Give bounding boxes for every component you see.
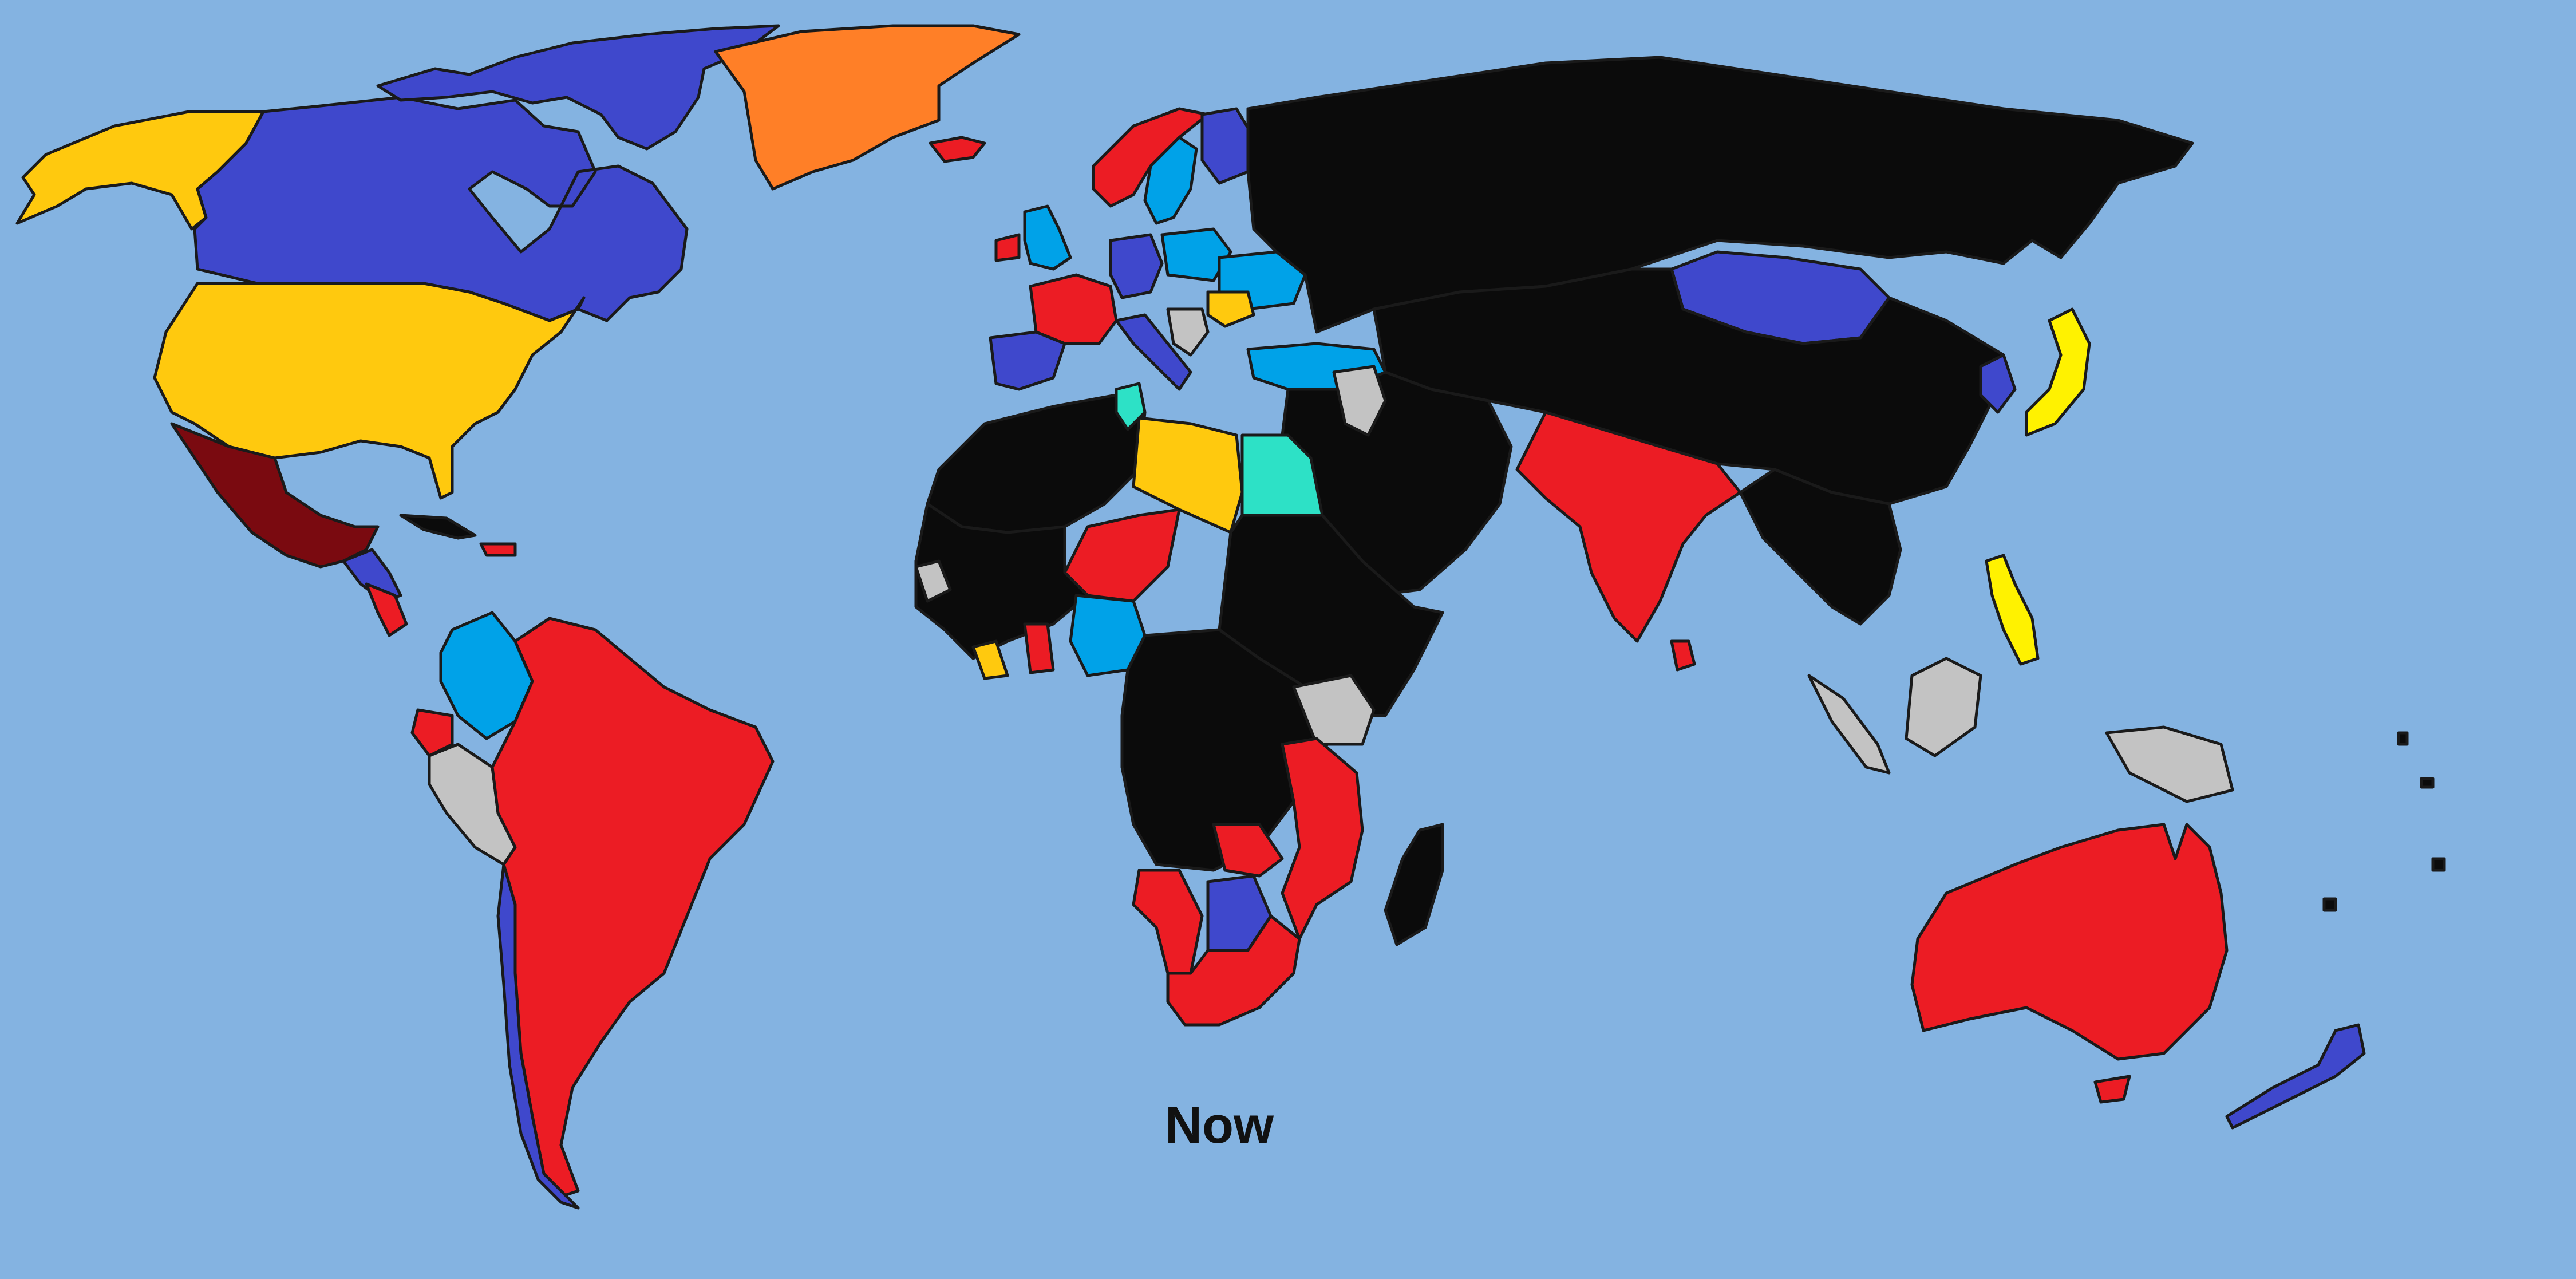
region-zambia	[1212, 823, 1284, 878]
region-australia	[1910, 823, 2229, 1061]
region-cuba	[399, 514, 477, 540]
region-south-africa	[1166, 914, 1301, 1027]
region-indonesia-west	[1807, 674, 1891, 775]
region-brazil-venezuela	[491, 617, 775, 1198]
region-germany-central	[1109, 233, 1164, 299]
region-new-zealand	[2225, 1023, 2366, 1130]
region-southeast-asia	[1739, 468, 1902, 626]
region-angola	[1132, 869, 1204, 975]
region-madagascar	[1384, 823, 1444, 946]
region-canada-arctic-islands	[376, 24, 780, 151]
region-libya	[1132, 416, 1244, 534]
region-balkans	[1166, 307, 1210, 357]
region-mexico	[170, 422, 380, 569]
region-borneo	[1905, 657, 1982, 757]
region-japan	[2025, 307, 2091, 437]
region-panama	[365, 582, 408, 637]
region-sweden	[1143, 136, 1198, 225]
region-iceland	[929, 136, 986, 163]
region-senegal-gray	[914, 559, 952, 603]
region-korea	[1979, 353, 2017, 414]
region-philippines	[1985, 554, 2040, 666]
map-caption: Now	[1165, 1097, 1274, 1154]
region-finland	[1200, 107, 1255, 185]
region-mozambique-tanzania	[1281, 737, 1364, 941]
region-north-africa-west	[926, 393, 1147, 534]
region-india	[1515, 410, 1742, 643]
region-sri-lanka	[1670, 640, 1696, 672]
region-new-guinea	[2105, 725, 2234, 803]
region-east-africa-gray	[1292, 674, 1376, 746]
region-italy	[1115, 313, 1192, 391]
region-uk	[1023, 204, 1072, 271]
region-west-africa	[914, 502, 1089, 660]
region-chile	[496, 863, 580, 1210]
region-hispaniola	[479, 542, 517, 557]
region-tasmania	[2093, 1075, 2131, 1104]
region-united-states	[153, 282, 586, 500]
region-iberia	[989, 330, 1066, 391]
region-ivory-coast	[971, 640, 1009, 680]
region-greenland	[714, 24, 1021, 191]
region-ghana	[1023, 622, 1055, 674]
region-alaska	[15, 110, 265, 231]
region-israel-levant	[1332, 365, 1387, 437]
region-colombia	[439, 611, 534, 740]
region-ireland	[994, 233, 1021, 262]
region-romania	[1206, 290, 1255, 328]
region-russia	[1246, 56, 2194, 334]
region-niger-chad	[1063, 508, 1181, 603]
region-central-america	[342, 548, 402, 603]
region-canada	[193, 96, 689, 322]
region-pacific-islands	[2322, 731, 2446, 912]
region-france	[1029, 273, 1118, 345]
